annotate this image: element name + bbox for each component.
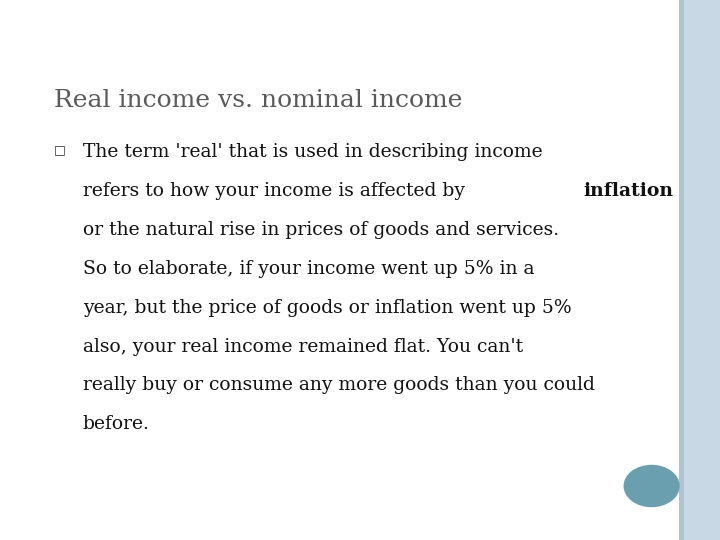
Text: The term 'real' that is used in describing income: The term 'real' that is used in describi… <box>83 143 542 161</box>
Text: also, your real income remained flat. You can't: also, your real income remained flat. Yo… <box>83 338 523 355</box>
Text: refers to how your income is affected by: refers to how your income is affected by <box>83 182 471 200</box>
Text: Real income vs. nominal income: Real income vs. nominal income <box>54 89 462 112</box>
Text: really buy or consume any more goods than you could: really buy or consume any more goods tha… <box>83 376 595 394</box>
Text: ,: , <box>700 182 706 200</box>
Text: before.: before. <box>83 415 150 433</box>
Text: year, but the price of goods or inflation went up 5%: year, but the price of goods or inflatio… <box>83 299 572 316</box>
Text: inflation: inflation <box>583 182 673 200</box>
Text: So to elaborate, if your income went up 5% in a: So to elaborate, if your income went up … <box>83 260 534 278</box>
Text: or the natural rise in prices of goods and services.: or the natural rise in prices of goods a… <box>83 221 559 239</box>
Text: □: □ <box>54 143 66 156</box>
